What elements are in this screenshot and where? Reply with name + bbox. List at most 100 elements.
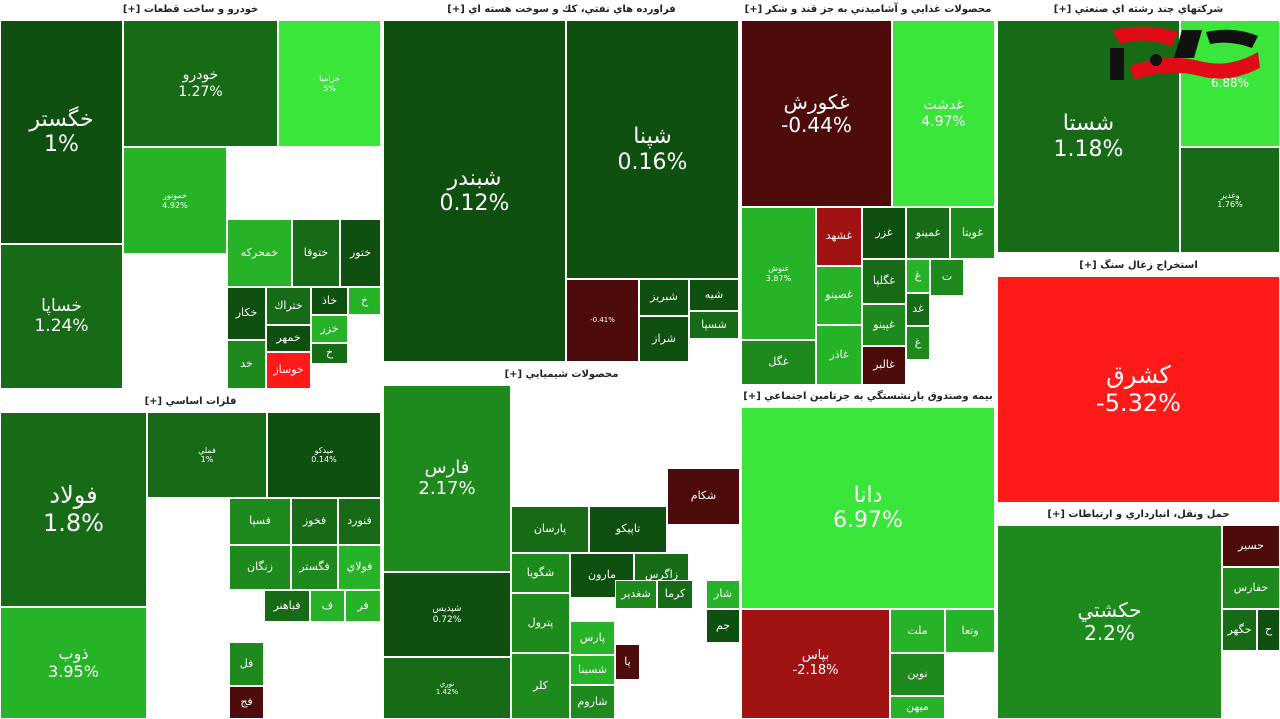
sector-title[interactable]: خودرو و ساخت قطعات [+] <box>0 0 381 19</box>
stock-tile[interactable]: غكورش -0.44% <box>741 20 892 207</box>
stock-tile[interactable]: غدشت 4.97% <box>892 20 995 207</box>
stock-tile[interactable]: فارس 2.17% <box>383 385 511 572</box>
stock-tile[interactable]: ح <box>1257 609 1280 651</box>
stock-tile[interactable]: ذوب 3.95% <box>0 607 147 719</box>
stock-tile[interactable]: فل <box>229 642 264 686</box>
stock-tile[interactable]: حكشتي 2.2% <box>997 525 1222 719</box>
stock-tile[interactable]: شپنا 0.16% <box>566 20 739 279</box>
stock-tile[interactable]: وغدير 1.76% <box>1180 147 1280 253</box>
stock-tile[interactable]: غشهد <box>816 207 862 266</box>
stock-tile[interactable]: كشرق -5.32% <box>997 276 1280 503</box>
stock-tile[interactable]: پا <box>615 644 640 680</box>
stock-tile[interactable]: غگل <box>741 340 816 385</box>
stock-tile[interactable]: تاپيكو <box>589 506 667 553</box>
stock-tile[interactable]: خمونور 4.92% <box>123 147 227 254</box>
stock-tile[interactable]: ميهن <box>890 696 945 719</box>
stock-tile[interactable]: فولاد 1.8% <box>0 412 147 607</box>
stock-tile[interactable]: ملت <box>890 609 945 653</box>
stock-tile[interactable]: خودرو 1.27% <box>123 20 278 147</box>
stock-tile[interactable]: شغدير <box>615 580 657 609</box>
stock-tile[interactable]: ت <box>930 259 964 296</box>
stock-tile[interactable]: شگويا <box>511 553 570 593</box>
stock-tile[interactable]: شستا 1.18% <box>997 20 1180 253</box>
stock-symbol: غاذر <box>829 347 849 361</box>
stock-tile[interactable]: شسينا <box>570 655 615 685</box>
stock-tile[interactable]: خ <box>348 287 381 315</box>
stock-tile[interactable]: شيه <box>689 279 739 311</box>
sector-title[interactable]: استخراج زغال سنگ [+] <box>997 256 1280 275</box>
stock-tile[interactable]: غويتا <box>950 207 995 259</box>
stock-tile[interactable]: ميدكو 0.14% <box>267 412 381 498</box>
stock-tile[interactable]: بپاس -2.18% <box>741 609 890 719</box>
stock-tile[interactable]: فباهنر <box>264 590 310 622</box>
stock-tile[interactable]: حفارس <box>1222 567 1280 609</box>
sector-title[interactable]: شركتهاي چند رشته اي صنعتي [+] <box>997 0 1280 19</box>
stock-tile[interactable]: غگلپا <box>862 259 906 304</box>
sector-title[interactable]: محصولات غذايي و آشاميدني به جز قند و شكر… <box>741 0 995 19</box>
stock-tile[interactable]: خ <box>311 343 348 364</box>
stock-tile[interactable]: نوين <box>890 653 945 696</box>
stock-tile[interactable]: خمهر <box>266 325 311 352</box>
stock-tile[interactable]: فسپا <box>229 498 291 545</box>
stock-tile[interactable]: غ <box>906 326 930 360</box>
stock-tile[interactable]: شكام <box>667 468 740 525</box>
stock-tile[interactable]: ختوقا <box>292 219 340 287</box>
sector-title[interactable]: فلزات اساسي [+] <box>0 392 381 411</box>
stock-tile[interactable]: خكار <box>227 287 266 340</box>
stock-tile[interactable]: فولاي <box>338 545 381 590</box>
stock-tile[interactable]: نوري 1.42% <box>383 657 511 719</box>
stock-tile[interactable]: خگستر 1% <box>0 20 123 244</box>
stock-tile[interactable]: غنوش 3.87% <box>741 207 816 340</box>
stock-tile[interactable]: غ <box>906 259 930 293</box>
stock-tile[interactable]: شسپا <box>689 311 739 339</box>
stock-tile[interactable]: شبريز <box>639 279 689 316</box>
stock-symbol: كرما <box>664 587 686 601</box>
sector-title[interactable]: محصولات شيميايي [+] <box>383 365 740 384</box>
sector-title[interactable]: بيمه وصندوق بازنشستگي به جزتامين اجتماعي… <box>741 387 995 406</box>
stock-tile[interactable]: غمينو <box>906 207 950 259</box>
stock-tile[interactable]: حگهر <box>1222 609 1257 651</box>
stock-tile[interactable]: خزاميا 5% <box>278 20 381 147</box>
stock-tile[interactable]: شپديس 0.72% <box>383 572 511 657</box>
stock-tile[interactable]: پارسان <box>511 506 589 553</box>
stock-tile[interactable]: فخوز <box>291 498 338 545</box>
stock-tile[interactable]: فج <box>229 686 264 719</box>
stock-tile[interactable]: -0.41% <box>566 279 639 362</box>
stock-tile[interactable]: وتعا <box>945 609 995 653</box>
stock-tile[interactable]: فر <box>345 590 381 622</box>
stock-tile[interactable]: فنورد <box>338 498 381 545</box>
stock-tile[interactable]: غد <box>906 293 930 326</box>
stock-tile[interactable]: غاذر <box>816 325 862 385</box>
stock-tile[interactable]: ختور <box>340 219 381 287</box>
stock-tile[interactable]: پارس <box>570 621 615 655</box>
stock-tile[interactable]: خزر <box>311 315 348 343</box>
stock-tile[interactable]: فگستر <box>291 545 338 590</box>
stock-tile[interactable]: غصينو <box>816 266 862 325</box>
sector-title[interactable]: حمل ونقل، انبارداري و ارتباطات [+] <box>997 505 1280 524</box>
stock-tile[interactable]: ختراك <box>266 287 311 325</box>
stock-tile[interactable]: فملي 1% <box>147 412 267 498</box>
stock-tile[interactable]: ف <box>310 590 345 622</box>
stock-tile[interactable]: دانا 6.97% <box>741 407 995 609</box>
stock-tile[interactable]: خساپا 1.24% <box>0 244 123 389</box>
stock-tile[interactable]: حسير <box>1222 525 1280 567</box>
stock-tile[interactable]: زنگان <box>229 545 291 590</box>
stock-tile[interactable]: پترول <box>511 593 570 653</box>
stock-symbol: خوساز <box>273 363 304 377</box>
sector-title[interactable]: فراورده هاي نفتي، كك و سوخت هسته اي [+] <box>383 0 740 19</box>
stock-tile[interactable]: خاذ <box>311 287 348 315</box>
stock-tile[interactable]: غزر <box>862 207 906 259</box>
stock-tile[interactable]: كلر <box>511 653 570 719</box>
stock-tile[interactable]: غالبر <box>862 346 906 385</box>
stock-tile[interactable]: كرما <box>657 580 693 609</box>
sector-panel-p8: بيمه وصندوق بازنشستگي به جزتامين اجتماعي… <box>741 387 995 719</box>
stock-tile[interactable]: خمحركه <box>227 219 292 287</box>
stock-tile[interactable]: خد <box>227 340 266 389</box>
stock-tile[interactable]: شراز <box>639 316 689 362</box>
stock-tile[interactable]: شار <box>706 580 740 609</box>
stock-tile[interactable]: خوساز <box>266 352 311 389</box>
stock-tile[interactable]: شاروم <box>570 685 615 719</box>
stock-tile[interactable]: جم <box>706 609 740 643</box>
stock-tile[interactable]: شبندر 0.12% <box>383 20 566 362</box>
stock-tile[interactable]: غپينو <box>862 304 906 346</box>
